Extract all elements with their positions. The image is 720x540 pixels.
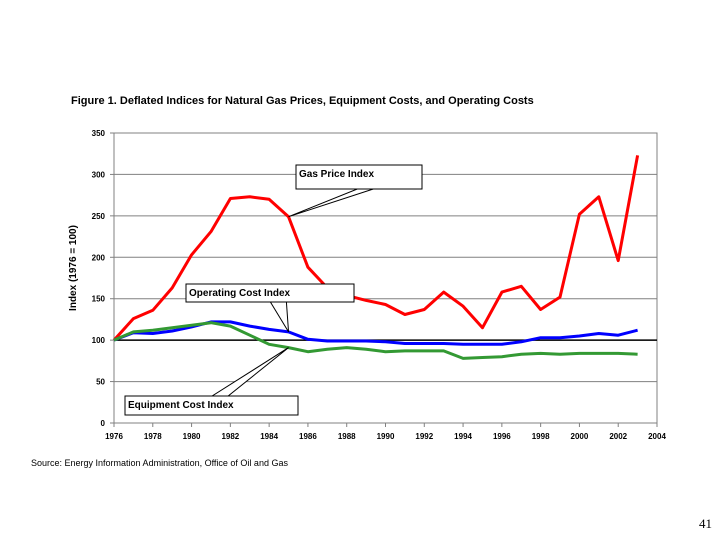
source-note: Source: Energy Information Administratio…: [31, 458, 288, 468]
x-tick-label: 1996: [493, 432, 511, 441]
y-tick-label: 150: [92, 295, 106, 304]
callout-label: Equipment Cost Index: [128, 400, 234, 411]
series-lines: [112, 155, 640, 360]
x-tick-label: 2004: [648, 432, 666, 441]
x-tick-label: 1978: [144, 432, 162, 441]
x-tick-label: 1992: [415, 432, 433, 441]
chart-title: Figure 1. Deflated Indices for Natural G…: [71, 95, 534, 107]
x-tick-label: 1982: [221, 432, 239, 441]
x-tick-label: 1980: [183, 432, 201, 441]
y-axis-ticks: 0 50 100 150 200 250 300 350: [92, 129, 114, 428]
y-tick-label: 300: [92, 170, 106, 179]
x-tick-label: 1990: [377, 432, 395, 441]
callout-box: [295, 164, 423, 190]
x-tick-label: 1998: [532, 432, 550, 441]
y-tick-label: 100: [92, 336, 106, 345]
y-axis-label: Index (1976 = 100): [68, 225, 79, 311]
page-number: 41: [699, 516, 712, 531]
annotations: Gas Price Index Operating Cost Index Equip…: [124, 164, 423, 416]
y-tick-label: 50: [96, 378, 105, 387]
x-tick-label: 2000: [571, 432, 589, 441]
callout-label: Gas Price Index: [299, 169, 374, 180]
callout-label: Operating Cost Index: [189, 288, 291, 299]
x-tick-label: 1994: [454, 432, 472, 441]
callout-box: [185, 283, 355, 303]
y-tick-label: 250: [92, 212, 106, 221]
x-tick-label: 2002: [609, 432, 627, 441]
x-axis-ticks: 1976 1978 1980 1982 1984 1986 1988 1990 1992 1994…: [105, 423, 666, 441]
y-tick-label: 200: [92, 253, 106, 262]
series-line-2: [113, 321, 638, 360]
y-tick-label: 0: [101, 419, 106, 428]
callout-box: [124, 395, 299, 416]
plot-area: [113, 132, 658, 424]
series-line-0: [112, 155, 640, 342]
y-tick-label: 350: [92, 129, 106, 138]
x-tick-label: 1986: [299, 432, 317, 441]
x-tick-label: 1976: [105, 432, 123, 441]
x-tick-label: 1988: [338, 432, 356, 441]
x-tick-label: 1984: [260, 432, 278, 441]
